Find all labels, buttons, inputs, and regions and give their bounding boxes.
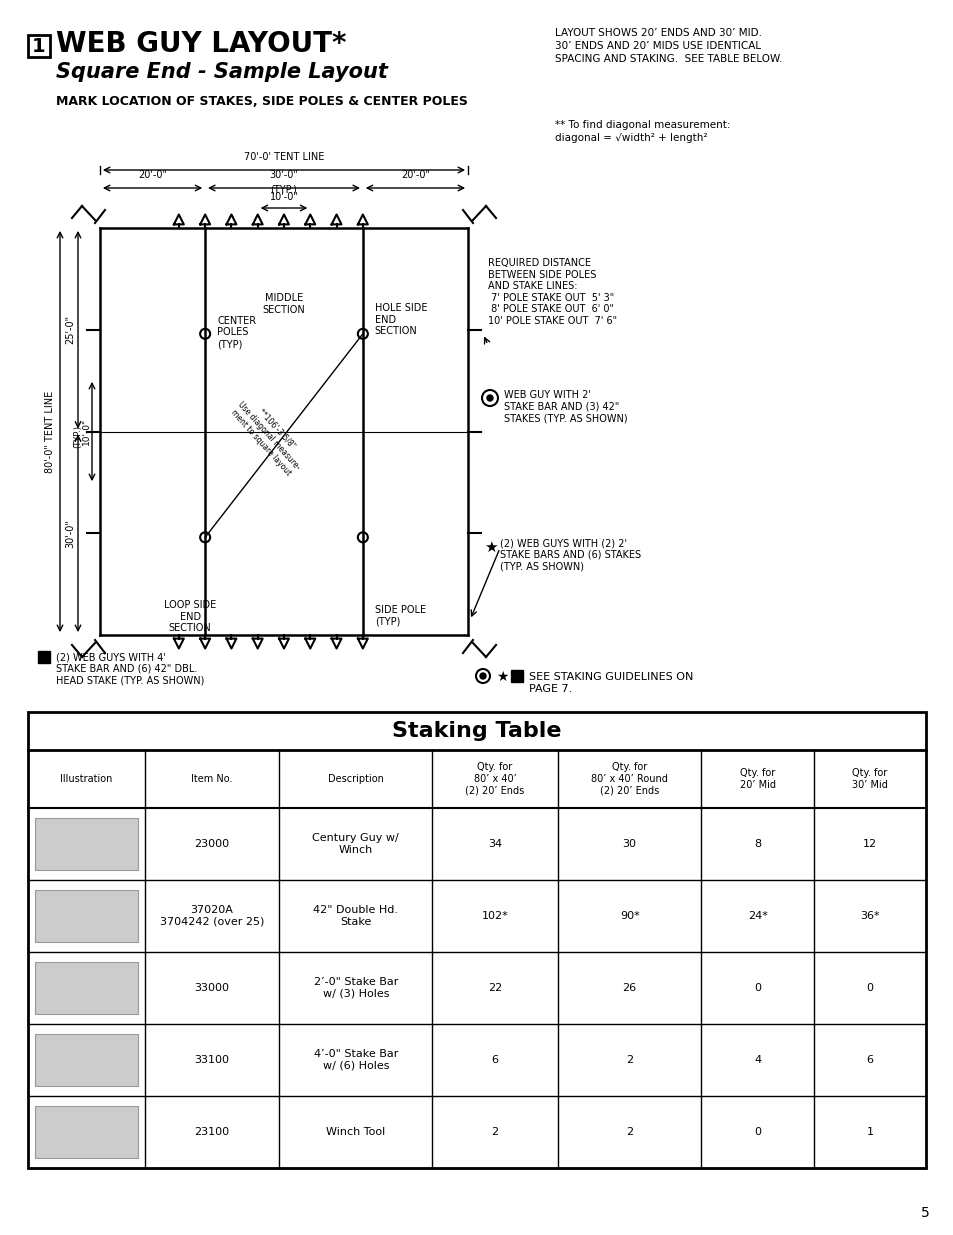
Text: 90*: 90* xyxy=(619,911,639,921)
Text: ★: ★ xyxy=(496,671,508,684)
Bar xyxy=(35,1107,137,1158)
Text: 4: 4 xyxy=(753,1055,760,1065)
Text: Illustration: Illustration xyxy=(60,774,112,784)
Bar xyxy=(28,35,50,57)
Text: 34: 34 xyxy=(487,839,501,848)
Text: 20'-0": 20'-0" xyxy=(138,170,167,180)
Circle shape xyxy=(479,673,485,679)
Bar xyxy=(38,651,50,663)
Text: WEB GUY WITH 2'
STAKE BAR AND (3) 42"
STAKES (TYP. AS SHOWN): WEB GUY WITH 2' STAKE BAR AND (3) 42" ST… xyxy=(503,390,627,424)
Text: 6: 6 xyxy=(865,1055,872,1065)
Text: WEB GUY LAYOUT*: WEB GUY LAYOUT* xyxy=(56,30,346,58)
Text: SIDE POLE
(TYP): SIDE POLE (TYP) xyxy=(375,605,426,626)
Text: 26: 26 xyxy=(622,983,636,993)
Text: ** To find diagonal measurement:: ** To find diagonal measurement: xyxy=(555,120,730,130)
Text: 2: 2 xyxy=(625,1128,633,1137)
Text: 24*: 24* xyxy=(747,911,767,921)
Text: Century Guy w/
Winch: Century Guy w/ Winch xyxy=(312,834,398,855)
Text: SPACING AND STAKING.  SEE TABLE BELOW.: SPACING AND STAKING. SEE TABLE BELOW. xyxy=(555,54,781,64)
Text: 70'-0' TENT LINE: 70'-0' TENT LINE xyxy=(244,152,324,162)
Text: 6: 6 xyxy=(491,1055,497,1065)
Text: 10'-0": 10'-0" xyxy=(270,191,298,203)
Text: MARK LOCATION OF STAKES, SIDE POLES & CENTER POLES: MARK LOCATION OF STAKES, SIDE POLES & CE… xyxy=(56,95,467,107)
Text: 25'-0": 25'-0" xyxy=(65,315,75,345)
Text: 36*: 36* xyxy=(860,911,879,921)
Text: Description: Description xyxy=(328,774,383,784)
Text: HOLE SIDE
END
SECTION: HOLE SIDE END SECTION xyxy=(375,303,427,336)
Text: Qty. for
20’ Mid: Qty. for 20’ Mid xyxy=(739,768,775,790)
Text: 1: 1 xyxy=(865,1128,872,1137)
Text: 30'-0": 30'-0" xyxy=(270,170,298,180)
Text: MIDDLE
SECTION: MIDDLE SECTION xyxy=(262,293,305,315)
Text: Square End - Sample Layout: Square End - Sample Layout xyxy=(56,62,388,82)
Text: 1: 1 xyxy=(32,37,46,56)
Text: 102*: 102* xyxy=(481,911,508,921)
Text: Item No.: Item No. xyxy=(192,774,233,784)
Bar xyxy=(35,1034,137,1086)
Text: 30'-0": 30'-0" xyxy=(65,519,75,547)
Text: 80'-0" TENT LINE: 80'-0" TENT LINE xyxy=(45,390,55,473)
Text: 12: 12 xyxy=(862,839,876,848)
Bar xyxy=(511,671,522,682)
Text: (TYP.): (TYP.) xyxy=(73,425,82,448)
Text: REQUIRED DISTANCE
BETWEEN SIDE POLES
AND STAKE LINES:
 7' POLE STAKE OUT  5' 3"
: REQUIRED DISTANCE BETWEEN SIDE POLES AND… xyxy=(488,258,617,326)
Text: 30’ ENDS AND 20’ MIDS USE IDENTICAL: 30’ ENDS AND 20’ MIDS USE IDENTICAL xyxy=(555,41,760,51)
Text: 42" Double Hd.
Stake: 42" Double Hd. Stake xyxy=(313,905,397,926)
Text: LAYOUT SHOWS 20’ ENDS AND 30’ MID.: LAYOUT SHOWS 20’ ENDS AND 30’ MID. xyxy=(555,28,761,38)
Text: LOOP SIDE
END
SECTION: LOOP SIDE END SECTION xyxy=(164,600,216,634)
Text: 2’-0" Stake Bar
w/ (3) Holes: 2’-0" Stake Bar w/ (3) Holes xyxy=(314,977,397,999)
Text: 22: 22 xyxy=(487,983,501,993)
Text: 2: 2 xyxy=(625,1055,633,1065)
Bar xyxy=(35,890,137,942)
Text: Staking Table: Staking Table xyxy=(392,721,561,741)
Text: Qty. for
80’ x 40’ Round
(2) 20’ Ends: Qty. for 80’ x 40’ Round (2) 20’ Ends xyxy=(591,762,667,795)
Text: 0: 0 xyxy=(865,983,872,993)
Text: 23000: 23000 xyxy=(194,839,230,848)
Text: diagonal = √width² + length²: diagonal = √width² + length² xyxy=(555,133,707,143)
Text: SEE STAKING GUIDELINES ON
PAGE 7.: SEE STAKING GUIDELINES ON PAGE 7. xyxy=(529,672,693,694)
Text: 10'-0": 10'-0" xyxy=(81,417,91,445)
Bar xyxy=(35,818,137,869)
Text: 33100: 33100 xyxy=(194,1055,230,1065)
Text: 37020A
3704242 (over 25): 37020A 3704242 (over 25) xyxy=(160,905,264,926)
Text: (2) WEB GUYS WITH (2) 2'
STAKE BARS AND (6) STAKES
(TYP. AS SHOWN): (2) WEB GUYS WITH (2) 2' STAKE BARS AND … xyxy=(499,538,640,572)
Text: 0: 0 xyxy=(753,1128,760,1137)
Text: 0: 0 xyxy=(753,983,760,993)
Text: (TYP.): (TYP.) xyxy=(271,184,297,194)
Text: 23100: 23100 xyxy=(194,1128,230,1137)
Text: ★: ★ xyxy=(483,540,497,555)
Text: 2: 2 xyxy=(491,1128,498,1137)
Text: **106'-3 5/8"
Use diagonal measure-
ment to square layout: **106'-3 5/8" Use diagonal measure- ment… xyxy=(228,393,310,478)
Bar xyxy=(28,713,925,1168)
Text: Qty. for
30’ Mid: Qty. for 30’ Mid xyxy=(851,768,887,790)
Text: 33000: 33000 xyxy=(194,983,230,993)
Text: 8: 8 xyxy=(753,839,760,848)
Text: 30: 30 xyxy=(622,839,636,848)
Circle shape xyxy=(486,395,493,401)
Bar xyxy=(35,962,137,1014)
Text: CENTER
POLES
(TYP): CENTER POLES (TYP) xyxy=(217,316,256,350)
Text: (2) WEB GUYS WITH 4'
STAKE BAR AND (6) 42" DBL.
HEAD STAKE (TYP. AS SHOWN): (2) WEB GUYS WITH 4' STAKE BAR AND (6) 4… xyxy=(56,652,204,685)
Text: 5: 5 xyxy=(921,1207,929,1220)
Text: 20'-0": 20'-0" xyxy=(400,170,430,180)
Text: 4’-0" Stake Bar
w/ (6) Holes: 4’-0" Stake Bar w/ (6) Holes xyxy=(314,1050,397,1071)
Text: Winch Tool: Winch Tool xyxy=(326,1128,385,1137)
Text: Qty. for
80’ x 40’
(2) 20’ Ends: Qty. for 80’ x 40’ (2) 20’ Ends xyxy=(465,762,524,795)
